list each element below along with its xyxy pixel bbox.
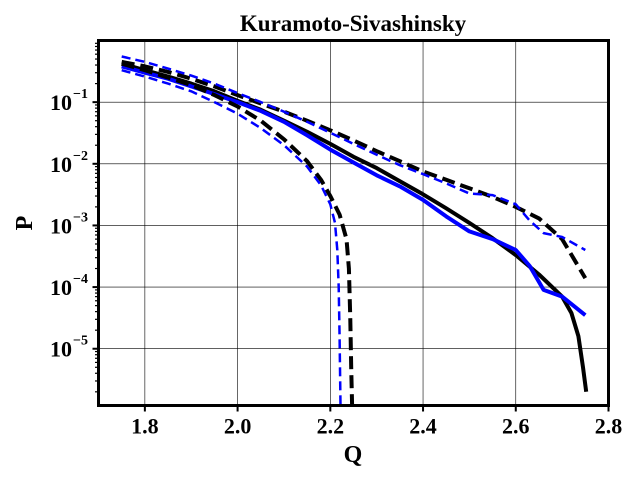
grid xyxy=(98,40,609,406)
y-tick-base: 10 xyxy=(50,275,72,300)
y-tick-exponent: −3 xyxy=(73,210,88,225)
y-tick-base: 10 xyxy=(50,213,72,238)
series-line-1 xyxy=(121,61,589,393)
x-tick-label: 2.8 xyxy=(595,414,623,439)
x-tick-label: 2.6 xyxy=(502,414,530,439)
y-tick-base: 10 xyxy=(50,152,72,177)
series-line-4 xyxy=(121,55,586,252)
plot-frame xyxy=(97,39,610,407)
y-tick-label: 10 xyxy=(50,90,72,115)
y-tick-exponent: −5 xyxy=(73,334,88,349)
series-line-6 xyxy=(121,68,342,406)
data-series xyxy=(121,55,589,406)
x-tick-label: 1.8 xyxy=(131,414,159,439)
y-axis: 10−510−410−310−210−1 xyxy=(50,42,99,393)
y-tick-label: 10 xyxy=(50,213,72,238)
x-tick-label: 2.4 xyxy=(409,414,437,439)
x-tick-label: 2.2 xyxy=(317,414,345,439)
y-tick-label: 10 xyxy=(50,337,72,362)
y-tick-exponent: −2 xyxy=(73,149,88,164)
y-axis-label: P xyxy=(12,216,38,231)
x-axis-label: Q xyxy=(344,442,363,468)
y-tick-label: 10 xyxy=(50,152,72,177)
y-tick-exponent: −4 xyxy=(73,272,88,287)
y-tick-base: 10 xyxy=(50,90,72,115)
series-line-3 xyxy=(121,59,588,280)
chart-title: Kuramoto-Sivashinsky xyxy=(240,11,467,36)
x-tick-label: 2.0 xyxy=(224,414,252,439)
y-tick-exponent: −1 xyxy=(73,87,88,102)
series-line-5 xyxy=(121,61,355,406)
x-axis: 1.8 2.0 2.2 2.4 2.6 2.8 xyxy=(131,405,623,439)
y-tick-label: 10 xyxy=(50,275,72,300)
y-tick-base: 10 xyxy=(50,337,72,362)
